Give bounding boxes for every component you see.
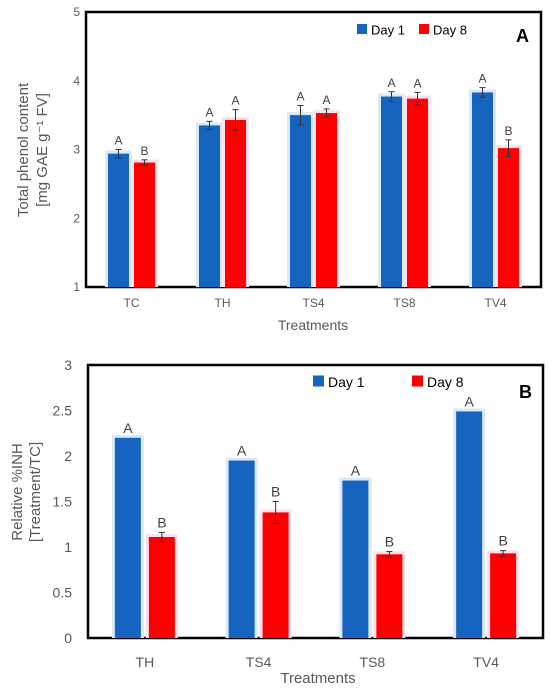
panel-a-bar-day-1	[108, 153, 129, 287]
panel-a-y-tick-label: 1	[73, 280, 80, 294]
panel-a-bar-day-1	[381, 96, 402, 287]
panel-a-bar-day-8	[316, 113, 337, 287]
panel-a-y-tick-label: 3	[73, 143, 80, 157]
panel-b-bars: A B A B A B A B	[111, 393, 520, 638]
panel-a-significance-letter: B	[504, 124, 512, 138]
panel-a-significance-letter: A	[478, 72, 486, 86]
panel-b-bar-day-1	[342, 480, 369, 638]
panel-a-significance-letter: A	[205, 105, 213, 119]
panel-a-letter: A	[516, 26, 529, 46]
panel-b-y-tick-label: 3	[64, 357, 72, 373]
panel-a-bar-day-8	[225, 119, 246, 287]
panel-b-legend-label: Day 1	[328, 374, 365, 390]
panel-a-legend-swatch	[419, 24, 429, 34]
panel-b-legend-swatch	[412, 375, 423, 387]
panel-b-x-axis-label: Treatments	[280, 670, 355, 687]
panel-b-x-tick-label: TS4	[246, 654, 272, 670]
panel-b-significance-letter: A	[123, 420, 133, 436]
panel-a-y-tick-label: 5	[73, 5, 80, 19]
panel-a-legend: Day 1 Day 8	[357, 23, 467, 38]
panel-a-significance-letter: A	[296, 90, 304, 104]
panel-a-x-axis-label: Treatments	[278, 317, 348, 333]
panel-a-significance-letter: B	[140, 144, 148, 158]
panel-b-legend: Day 1 Day 8	[313, 374, 464, 390]
panel-a-y-tick-label: 2	[73, 211, 80, 225]
panel-b-bar-day-8	[490, 553, 517, 638]
panel-a-significance-letter: A	[322, 93, 330, 107]
panel-b-significance-letter: B	[385, 534, 394, 550]
panel-a-y-axis-label-line2: [mg GAE g⁻¹ FV]	[34, 93, 51, 207]
panel-b-legend-swatch	[313, 375, 324, 387]
panel-a-significance-letter: A	[413, 76, 421, 90]
panel-a-bar-day-1	[290, 115, 311, 287]
panel-b-significance-letter: A	[464, 393, 474, 409]
panel-b-significance-letter: A	[351, 463, 361, 479]
panel-a-bar-day-1	[472, 92, 493, 287]
panel-a-legend-label: Day 1	[371, 23, 405, 38]
panel-a-bars: A B A A A A A A A B	[105, 72, 522, 287]
panel-b-y-tick-label: 1	[64, 539, 72, 555]
panel-b-x-tick-label: TV4	[473, 654, 499, 670]
panel-b-significance-letter: B	[271, 484, 280, 500]
panel-b-bar-day-1	[114, 437, 141, 638]
panel-a-bar-day-1	[199, 125, 220, 287]
panel-b-bar-day-1	[228, 460, 255, 638]
panel-a-significance-letter: A	[231, 94, 239, 108]
panel-a-y-ticks: 1 2 3 4 5	[73, 5, 80, 294]
panel-b-significance-letter: A	[237, 443, 247, 459]
panel-b-letter: B	[519, 382, 532, 402]
panel-b-bar-day-1	[456, 411, 483, 638]
panel-a-x-tick-label: TS4	[302, 296, 324, 310]
panel-b-significance-letter: B	[498, 533, 507, 549]
panel-a-x-tick-label: TH	[215, 296, 231, 310]
panel-a-x-tick-label: TS8	[393, 296, 415, 310]
panel-b-y-ticks: 0 0.5 1 1.5 2 2.5 3	[53, 357, 73, 646]
panel-a-y-axis-label-line1: Total phenol content	[15, 82, 32, 217]
panel-b-y-tick-label: 0	[64, 630, 72, 646]
panel-b-x-tick-label: TS8	[360, 654, 386, 670]
panel-b-legend-label: Day 8	[427, 374, 464, 390]
panel-a-x-tick-label: TC	[124, 296, 140, 310]
panel-a-x-tick-label: TV4	[484, 296, 506, 310]
panel-a-legend-label: Day 8	[433, 23, 467, 38]
panel-a-legend-swatch	[357, 24, 367, 34]
panel-b-y-tick-label: 2	[64, 448, 72, 464]
panel-a-significance-letter: A	[387, 76, 395, 90]
panel-b-bar-day-8	[262, 512, 289, 638]
panel-b-x-tick-label: TH	[136, 654, 155, 670]
panel-b-y-tick-label: 1.5	[53, 493, 73, 509]
panel-a-significance-letter: A	[114, 134, 122, 148]
panel-b-significance-letter: B	[157, 514, 166, 530]
panel-b: B 0 0.5 1 1.5 2 2.5 3 TH TS4 TS8 TV4 A B A B A B A B Day…	[9, 357, 545, 687]
panel-b-x-ticks: TH TS4 TS8 TV4	[136, 654, 500, 670]
panel-a-y-tick-label: 4	[73, 74, 80, 88]
panel-a-x-ticks: TC TH TS4 TS8 TV4	[124, 296, 507, 310]
panel-b-bar-day-8	[376, 554, 403, 638]
panel-b-y-axis-label-line2: [Treatment/TC]	[27, 442, 44, 542]
panel-b-frame	[86, 363, 545, 640]
panel-a-bar-day-8	[498, 148, 519, 287]
panel-b-y-tick-label: 0.5	[53, 584, 73, 600]
panel-b-y-tick-label: 2.5	[53, 402, 73, 418]
panel-a-bar-day-8	[407, 98, 428, 287]
panel-b-bar-day-8	[148, 536, 175, 638]
panel-a-bar-day-8	[134, 162, 155, 287]
panel-b-y-axis-label-line1: Relative %INH	[9, 443, 26, 541]
